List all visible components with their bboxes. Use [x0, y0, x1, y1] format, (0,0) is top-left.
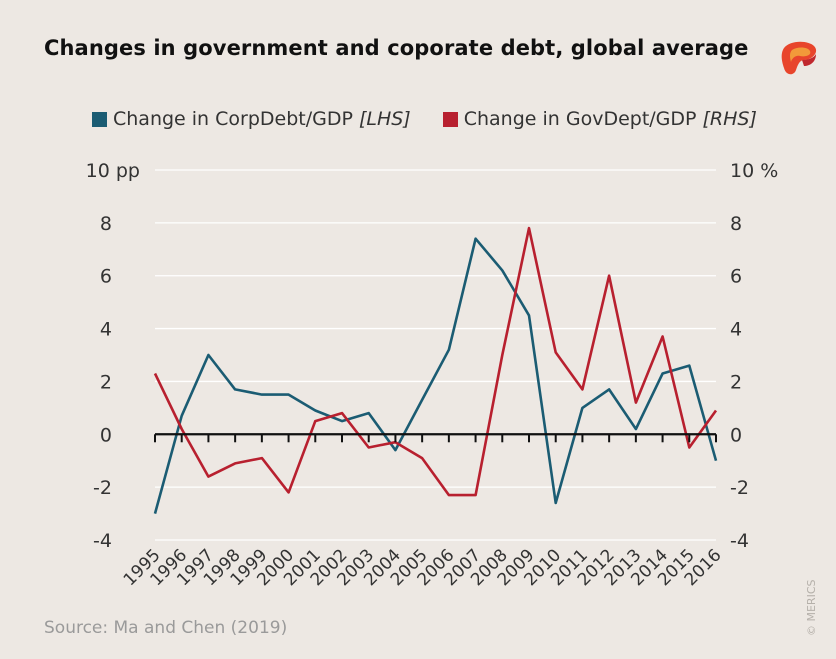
y-tick-label-right: 0	[730, 424, 742, 446]
y-tick-label-left: 6	[100, 266, 112, 288]
chart-legend: Change in CorpDebt/GDP [LHS] Change in G…	[92, 108, 789, 130]
y-tick-label-left: 2	[100, 371, 112, 393]
legend-swatch-gov-debt	[442, 111, 458, 127]
copyright-note: © MERICS	[805, 579, 818, 637]
legend-swatch-corp-debt	[92, 111, 107, 127]
y-tick-label-left: 8	[100, 213, 112, 235]
y-tick-label-left: -4	[93, 530, 112, 552]
y-tick-label-left: 4	[100, 319, 112, 341]
legend-label-corp-debt: Change in CorpDebt/GDP	[113, 108, 353, 130]
legend-tag-corp-debt: [LHS]	[358, 108, 411, 130]
source-note: Source: Ma and Chen (2019)	[44, 618, 288, 638]
legend-item-corp-debt: Change in CorpDebt/GDP [LHS]	[92, 108, 411, 130]
y-tick-label-right: 6	[730, 266, 742, 288]
chart-title: Changes in government and coporate debt,…	[44, 36, 749, 60]
legend-label-gov-debt: Change in GovDept/GDP	[463, 108, 697, 130]
y-tick-label-right: 2	[730, 371, 742, 393]
y-tick-label-right: -2	[730, 477, 749, 499]
y-tick-label-left: 10 pp	[86, 160, 140, 182]
series-line-corp-debt	[153, 237, 718, 514]
legend-item-gov-debt: Change in GovDept/GDP [RHS]	[442, 108, 757, 130]
legend-tag-gov-debt: [RHS]	[702, 108, 757, 130]
merics-logo-icon	[781, 41, 817, 75]
y-tick-label-right: 4	[730, 319, 742, 341]
series-line-gov-debt	[153, 226, 718, 497]
y-tick-label-right: -4	[730, 530, 749, 552]
y-tick-label-left: -2	[93, 477, 112, 499]
y-tick-label-left: 0	[100, 424, 112, 446]
y-tick-label-right: 10 %	[730, 160, 778, 182]
y-tick-label-right: 8	[730, 213, 742, 235]
